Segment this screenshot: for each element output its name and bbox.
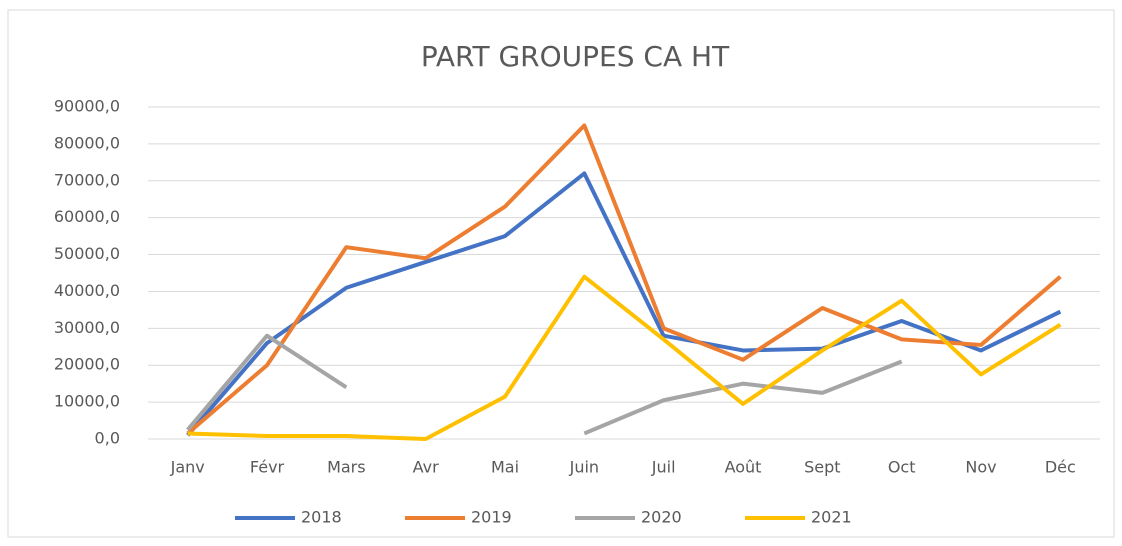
x-tick-label: Oct bbox=[888, 458, 916, 477]
chart-title: PART GROUPES CA HT bbox=[421, 40, 730, 73]
y-tick-label: 70000,0 bbox=[54, 170, 120, 189]
y-tick-label: 50000,0 bbox=[54, 244, 120, 263]
x-tick-label: Août bbox=[725, 458, 762, 477]
x-tick-label: Févr bbox=[250, 458, 285, 477]
series-line bbox=[186, 171, 1062, 437]
y-tick-label: 20000,0 bbox=[54, 355, 120, 374]
series-line bbox=[187, 274, 1062, 441]
x-tick-label: Mai bbox=[491, 458, 519, 477]
y-tick-label: 0,0 bbox=[95, 429, 120, 448]
y-tick-label: 80000,0 bbox=[54, 133, 120, 152]
x-tick-label: Nov bbox=[965, 458, 996, 477]
y-tick-label: 90000,0 bbox=[54, 97, 120, 116]
chart-frame bbox=[7, 9, 1115, 538]
y-tick-label: 40000,0 bbox=[54, 281, 120, 300]
y-tick-label: 30000,0 bbox=[54, 318, 120, 337]
x-tick-label: Avr bbox=[413, 458, 439, 477]
x-tick-label: Mars bbox=[327, 458, 366, 477]
x-tick-label: Sept bbox=[804, 458, 840, 477]
legend-label: 2019 bbox=[471, 508, 512, 527]
x-tick-label: Janv bbox=[170, 458, 205, 477]
series-line bbox=[186, 123, 1062, 435]
x-tick-label: Juil bbox=[651, 458, 676, 477]
legend-label: 2018 bbox=[301, 508, 342, 527]
y-tick-label: 60000,0 bbox=[54, 207, 120, 226]
y-tick-label: 10000,0 bbox=[54, 392, 120, 411]
legend-label: 2020 bbox=[641, 508, 682, 527]
series-line bbox=[186, 333, 903, 436]
legend-label: 2021 bbox=[811, 508, 852, 527]
x-tick-label: Déc bbox=[1045, 458, 1076, 477]
x-tick-label: Juin bbox=[569, 458, 599, 477]
